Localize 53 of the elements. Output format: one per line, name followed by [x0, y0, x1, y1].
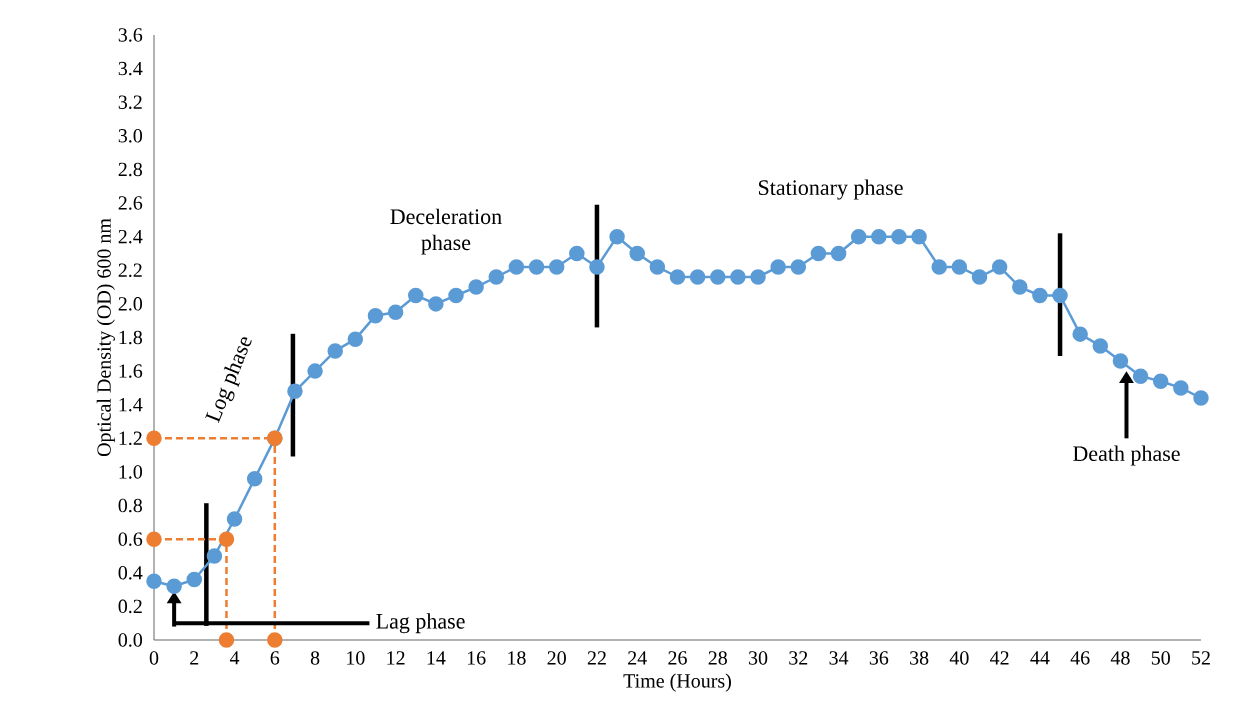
annotation: Death phase [1073, 445, 1180, 466]
y-tick-label: 1.4 [119, 397, 143, 412]
x-tick-label: 20 [547, 651, 566, 665]
y-tick-label: 0.2 [118, 599, 142, 614]
y-axis-title: Optical Density (OD) 600 nm [96, 218, 115, 457]
x-tick-label: 2 [190, 651, 199, 665]
x-tick-label: 48 [1110, 651, 1130, 665]
x-tick-label: 50 [1151, 651, 1170, 665]
x-tick-label: 32 [789, 651, 808, 665]
x-tick-label: 30 [748, 651, 768, 665]
y-tick-label: 1.0 [119, 465, 143, 479]
x-tick-label: 16 [467, 651, 486, 665]
x-tick-label: 18 [508, 651, 526, 665]
y-tick-label: 3.4 [118, 61, 143, 76]
annotation: Log phase [205, 337, 252, 424]
x-tick-label: 42 [990, 651, 1009, 665]
x-tick-label: 52 [1192, 651, 1210, 665]
x-tick-label: 14 [427, 651, 446, 665]
x-tick-label: 26 [668, 651, 687, 665]
y-tick-label: 2.0 [118, 297, 143, 311]
annotation: Stationary phase [758, 179, 903, 200]
y-tick-label: 3.2 [118, 95, 142, 109]
x-tick-label: 28 [708, 651, 727, 665]
x-tick-label: 22 [587, 651, 606, 665]
y-tick-label: 2.8 [118, 162, 143, 177]
x-tick-label: 46 [1070, 651, 1090, 665]
x-tick-label: 10 [347, 651, 365, 665]
y-tick-label: 2.4 [118, 229, 143, 244]
y-tick-label: 0.0 [118, 633, 143, 647]
y-tick-label: 1.6 [119, 364, 143, 378]
y-tick-label: 0.6 [118, 532, 143, 546]
x-tick-label: 8 [310, 651, 320, 665]
x-tick-label: 44 [1030, 651, 1050, 665]
y-tick-label: 1.8 [119, 330, 143, 345]
y-tick-label: 0.8 [118, 498, 143, 513]
y-tick-label: 2.2 [118, 263, 142, 278]
y-tick-label: 3.6 [118, 28, 143, 42]
x-tick-label: 24 [628, 651, 647, 665]
x-tick-label: 0 [149, 651, 159, 665]
y-tick-label: 1.2 [119, 431, 142, 446]
x-tick-label: 4 [229, 651, 240, 665]
x-tick-label: 6 [270, 651, 280, 665]
y-tick-label: 2.6 [118, 196, 143, 210]
x-tick-label: 36 [869, 651, 889, 665]
x-axis-title: Time (Hours) [623, 673, 731, 692]
x-tick-label: 40 [949, 651, 969, 665]
x-tick-label: 38 [910, 651, 929, 665]
x-tick-label: 34 [829, 651, 849, 665]
annotation: Lag phase [376, 613, 465, 634]
y-tick-label: 3.0 [118, 129, 143, 143]
x-tick-label: 12 [387, 651, 405, 665]
y-tick-label: 0.4 [118, 565, 143, 580]
annotation: Deceleration phase [390, 208, 502, 255]
